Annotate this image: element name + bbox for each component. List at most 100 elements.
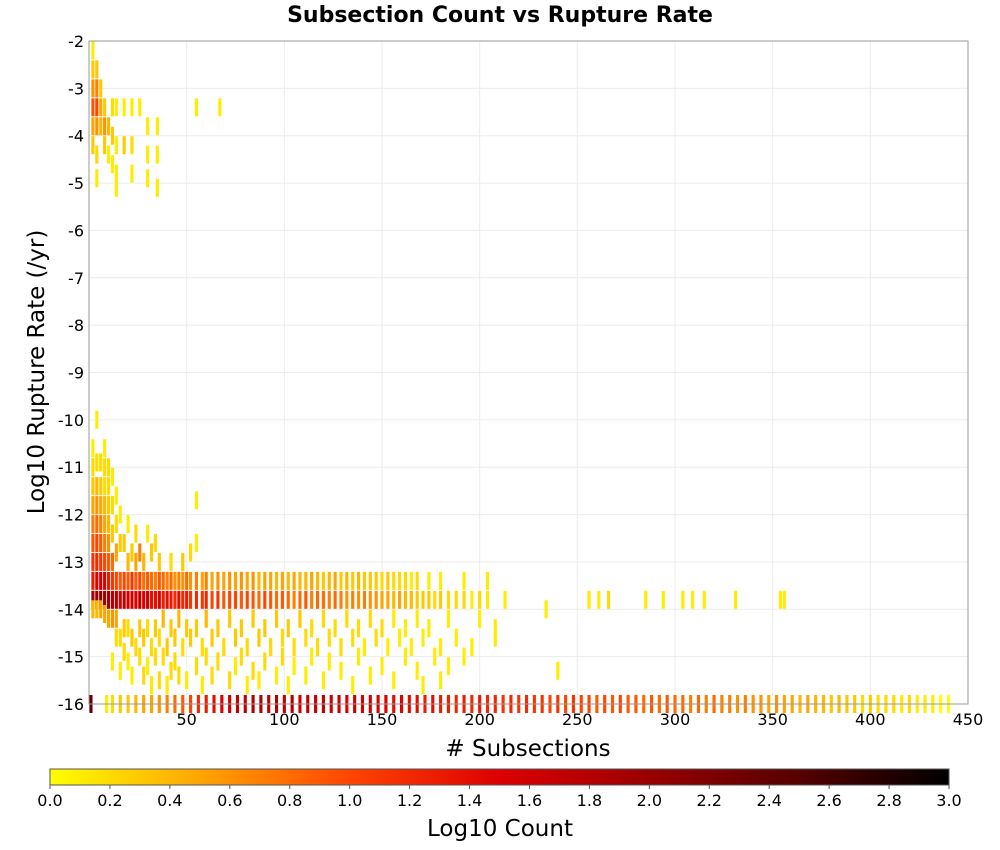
heatmap-cell [99, 79, 103, 98]
heatmap-cell [380, 657, 384, 676]
heatmap-cell [368, 571, 372, 590]
heatmap-cell [161, 590, 165, 609]
heatmap-cell [409, 638, 413, 657]
heatmap-cell [427, 619, 431, 638]
heatmap-cell [149, 638, 154, 657]
heatmap-cell [454, 628, 458, 647]
heatmap-cell [103, 552, 107, 571]
x-tick-label: 450 [953, 710, 984, 729]
x-tick-label: 250 [562, 710, 593, 729]
heatmap-cell [110, 98, 115, 117]
heatmap-cell [155, 145, 159, 164]
heatmap-cell [149, 543, 154, 562]
y-tick-label: -6 [68, 221, 84, 240]
x-tick-label: 100 [269, 710, 300, 729]
heatmap-cell [286, 590, 290, 609]
heatmap-cell [130, 666, 134, 685]
heatmap-cell [138, 619, 142, 638]
heatmap-cell [138, 543, 142, 562]
heatmap-cell [99, 477, 103, 496]
colorbar-tick-label: 1.2 [397, 791, 422, 810]
heatmap-cell [99, 98, 103, 117]
heatmap-cell [103, 515, 107, 534]
heatmap-cell [99, 600, 103, 619]
heatmap-cell [274, 609, 279, 628]
heatmap-cell [95, 79, 99, 98]
heatmap-cell [368, 609, 372, 628]
heatmap-cell [91, 41, 95, 60]
heatmap-cell [134, 638, 138, 657]
heatmap-cell [155, 117, 159, 136]
heatmap-cell [439, 638, 443, 657]
heatmap-cell [134, 590, 138, 609]
heatmap-cell [126, 590, 130, 609]
heatmap-cell [200, 676, 204, 695]
heatmap-cell [274, 666, 279, 685]
heatmap-cell [185, 619, 189, 638]
heatmap-cell [339, 571, 343, 590]
heatmap-cell [298, 571, 302, 590]
heatmap-cell [169, 571, 173, 590]
y-tick-label: -4 [68, 127, 84, 146]
heatmap-cell [204, 571, 208, 590]
y-axis-ticks: -2 -3 -4 -5 -6 -7 -8 -9 -10 -11 -12 -13 -14 -15 -16 [58, 32, 84, 714]
colorbar-ticks: 0.0 0.2 0.4 0.6 0.8 1.0 1.2 1.4 1.6 1.8 2.0 2.2 2.4 2… [37, 785, 962, 810]
heatmap-cell [462, 590, 466, 609]
heatmap-cell [298, 590, 302, 609]
heatmap-cell [245, 638, 249, 657]
heatmap-cell [95, 60, 99, 79]
heatmap-cell [386, 638, 390, 657]
heatmap-cell [245, 590, 249, 609]
heatmap-cell [99, 117, 103, 136]
heatmap-cell [691, 590, 695, 609]
heatmap-cell [216, 619, 220, 638]
heatmap-cell [91, 477, 95, 496]
heatmap-cell [130, 98, 134, 117]
y-axis-title: Log10 Rupture Rate (/yr) [24, 230, 50, 515]
heatmap-cell [177, 571, 181, 590]
heatmap-cell [114, 543, 118, 562]
heatmap-cell [181, 571, 185, 590]
heatmap-cell [110, 496, 115, 515]
heatmap-cell [95, 453, 99, 472]
heatmap-cell [216, 652, 220, 671]
heatmap-cell [239, 571, 243, 590]
heatmap-cell [161, 571, 165, 590]
heatmap-cell [280, 628, 284, 647]
x-tick-label: 350 [757, 710, 788, 729]
heatmap-cell [200, 638, 204, 657]
heatmap-cell [415, 609, 419, 628]
heatmap-cell [95, 410, 99, 429]
heatmap-cell [681, 590, 685, 609]
heatmap-cell [345, 571, 349, 590]
heatmap-cell [106, 515, 111, 534]
heatmap-cell [310, 619, 314, 638]
heatmap-cell [146, 571, 150, 590]
heatmap-cell [91, 79, 95, 98]
heatmap-cell [433, 590, 437, 609]
heatmap-cell [357, 590, 361, 609]
heatmap-cell [157, 628, 161, 647]
heatmap-cell [110, 467, 115, 486]
heatmap-cell [91, 458, 95, 477]
heatmap-cell [189, 628, 193, 647]
heatmap-cell [292, 590, 296, 609]
heatmap-cell [333, 571, 337, 590]
heatmap-cell [99, 571, 103, 590]
heatmap-cell [392, 671, 396, 690]
heatmap-cell [421, 676, 425, 695]
heatmap-cell [222, 638, 226, 657]
heatmap-cell [194, 98, 198, 117]
heatmap-cell [374, 628, 378, 647]
heatmap-cell [142, 552, 146, 571]
heatmap-cell [146, 117, 150, 136]
heatmap-cell [114, 164, 118, 183]
heatmap-cell [269, 571, 273, 590]
heatmap-cell [251, 661, 255, 680]
heatmap-cell [118, 571, 122, 590]
heatmap-cell [114, 136, 118, 155]
heatmap-cell [173, 628, 177, 647]
heatmap-cell [204, 647, 208, 666]
heatmap-cell [778, 590, 783, 609]
heatmap-cell [122, 98, 126, 117]
